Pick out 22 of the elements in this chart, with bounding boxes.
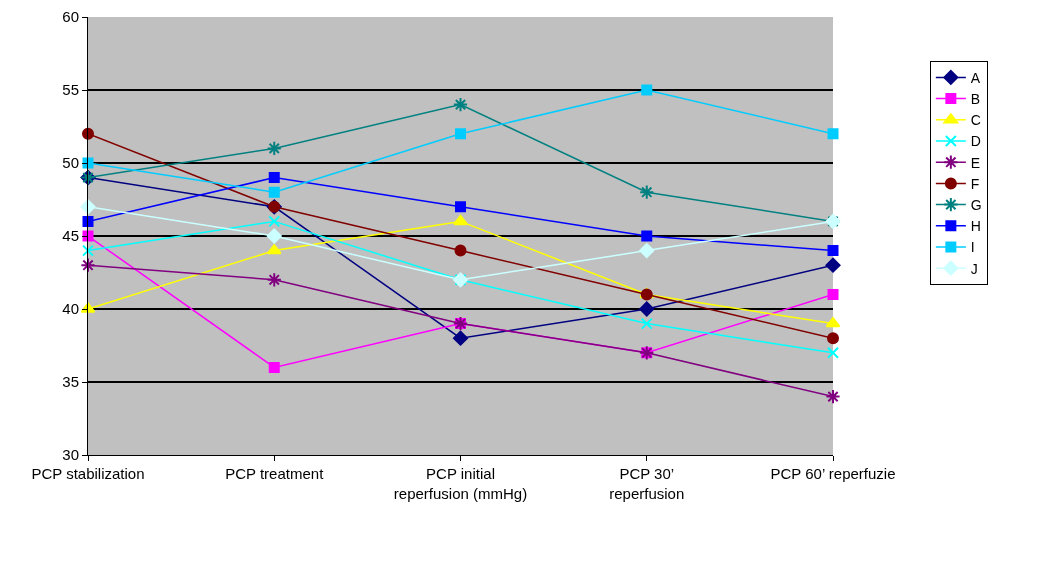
legend-label: C [970, 112, 981, 129]
y-tick-label: 45 [62, 227, 79, 245]
y-tick-label: 50 [62, 154, 79, 172]
legend-label: H [970, 218, 981, 235]
x-tick-label: PCP stabilization [31, 465, 145, 482]
y-tick-label: 30 [62, 446, 79, 464]
y-tick-label: 35 [62, 373, 79, 391]
legend-label: J [970, 260, 978, 277]
legend-label: G [970, 197, 982, 214]
y-tick-label: 60 [62, 8, 79, 26]
x-tick-label: PCP 60’ reperfuzie [770, 465, 896, 482]
x-tick-label: PCP initial reperfusion (mmHg) [393, 465, 528, 502]
legend-label: E [970, 154, 981, 171]
legend-label: F [970, 175, 980, 192]
legend-label: A [970, 69, 981, 86]
y-tick-label: 40 [62, 300, 79, 318]
x-tick-label: PCP 30’ reperfusion [609, 465, 685, 502]
legend-label: I [970, 239, 975, 256]
legend-label: D [970, 133, 981, 150]
x-tick-label: PCP treatment [225, 465, 325, 482]
legend-label: B [970, 91, 981, 108]
y-tick-label: 55 [62, 81, 79, 99]
